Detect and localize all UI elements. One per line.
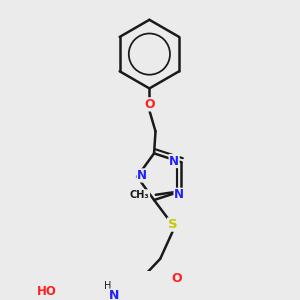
Text: O: O [171,272,182,285]
Text: O: O [144,98,155,111]
Text: N: N [137,169,147,182]
Text: N: N [169,154,179,168]
Text: CH₃: CH₃ [130,190,150,200]
Text: N: N [108,289,119,300]
Text: S: S [168,218,177,231]
Text: N: N [174,188,184,201]
Text: HO: HO [37,286,57,298]
Text: H: H [104,281,111,291]
